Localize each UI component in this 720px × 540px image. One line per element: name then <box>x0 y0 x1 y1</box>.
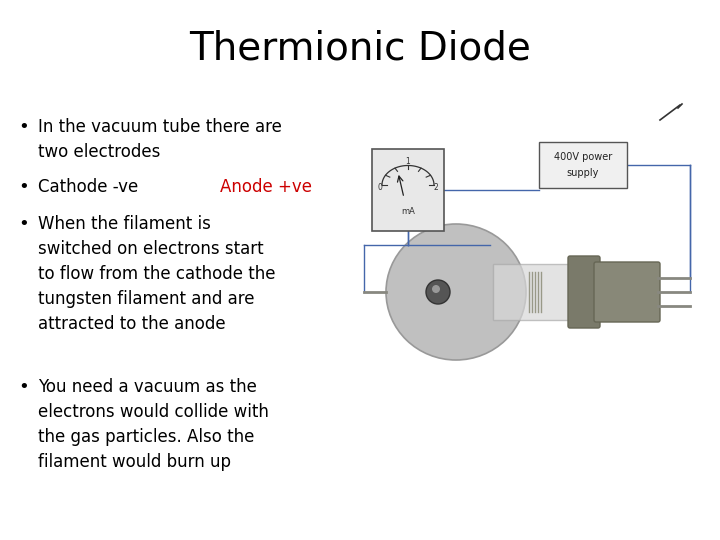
Text: 0: 0 <box>377 184 382 192</box>
Circle shape <box>432 285 440 293</box>
Text: You need a vacuum as the
electrons would collide with
the gas particles. Also th: You need a vacuum as the electrons would… <box>38 378 269 471</box>
Circle shape <box>426 280 450 304</box>
FancyBboxPatch shape <box>493 264 573 320</box>
Ellipse shape <box>386 224 526 360</box>
FancyBboxPatch shape <box>372 149 444 231</box>
Text: 2: 2 <box>433 184 438 192</box>
Text: Cathode -ve: Cathode -ve <box>38 178 138 196</box>
Text: When the filament is
switched on electrons start
to flow from the cathode the
tu: When the filament is switched on electro… <box>38 215 276 333</box>
Text: In the vacuum tube there are
two electrodes: In the vacuum tube there are two electro… <box>38 118 282 161</box>
Text: •: • <box>18 118 29 136</box>
Text: Thermionic Diode: Thermionic Diode <box>189 30 531 68</box>
Text: 400V power: 400V power <box>554 152 612 162</box>
Text: Anode +ve: Anode +ve <box>220 178 312 196</box>
Text: mA: mA <box>401 207 415 217</box>
Text: •: • <box>18 215 29 233</box>
Text: •: • <box>18 378 29 396</box>
FancyBboxPatch shape <box>594 262 660 322</box>
Text: 1: 1 <box>405 158 410 166</box>
Text: supply: supply <box>567 168 599 178</box>
FancyBboxPatch shape <box>568 256 600 328</box>
Text: •: • <box>18 178 29 196</box>
FancyBboxPatch shape <box>539 142 627 188</box>
